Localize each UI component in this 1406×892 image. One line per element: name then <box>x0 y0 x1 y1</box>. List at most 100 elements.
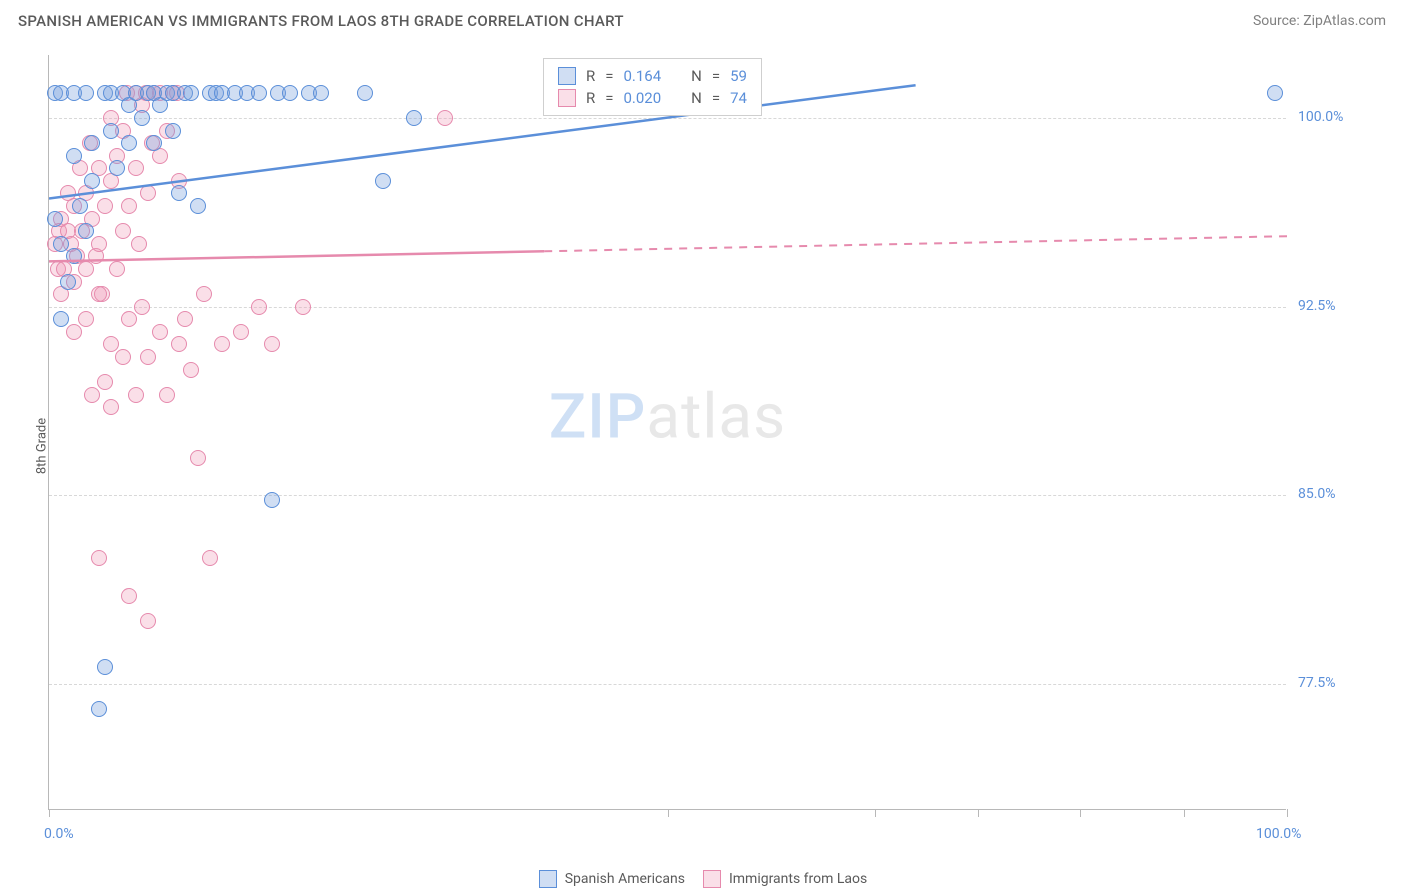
data-point <box>78 223 94 239</box>
data-point <box>84 135 100 151</box>
data-point <box>171 336 187 352</box>
data-point <box>214 336 230 352</box>
data-point <box>97 374 113 390</box>
chart-plot-area: ZIPatlas <box>48 55 1286 810</box>
data-point <box>375 173 391 189</box>
x-tick <box>668 809 669 817</box>
data-point <box>72 198 88 214</box>
data-point <box>109 160 125 176</box>
stats-legend: R= 0.164 N= 59 R= 0.020 N= 74 <box>543 58 762 116</box>
data-point <box>97 198 113 214</box>
data-point <box>128 387 144 403</box>
data-point <box>131 236 147 252</box>
legend-item-series-1: Spanish Americans <box>539 870 685 888</box>
data-point <box>78 85 94 101</box>
legend-swatch-pink <box>703 870 721 888</box>
data-point <box>66 324 82 340</box>
y-tick-label: 100.0% <box>1298 109 1343 125</box>
bottom-legend: Spanish Americans Immigrants from Laos <box>0 870 1406 888</box>
x-tick <box>1287 809 1288 817</box>
data-point <box>190 198 206 214</box>
data-point <box>159 387 175 403</box>
data-point <box>53 311 69 327</box>
data-point <box>171 185 187 201</box>
data-point <box>103 336 119 352</box>
data-point <box>264 336 280 352</box>
legend-label: Spanish Americans <box>565 871 685 887</box>
x-tick <box>49 809 50 817</box>
data-point <box>78 311 94 327</box>
data-point <box>47 211 63 227</box>
x-axis-max-label: 100.0% <box>1256 826 1301 842</box>
y-tick-label: 92.5% <box>1298 298 1336 314</box>
data-point <box>152 324 168 340</box>
data-point <box>202 550 218 566</box>
data-point <box>121 588 137 604</box>
legend-item-series-2: Immigrants from Laos <box>703 870 867 888</box>
data-point <box>251 299 267 315</box>
data-point <box>91 550 107 566</box>
data-point <box>115 223 131 239</box>
data-point <box>66 148 82 164</box>
gridline <box>49 307 1286 308</box>
data-point <box>134 299 150 315</box>
data-point <box>84 387 100 403</box>
x-tick <box>875 809 876 817</box>
data-point <box>91 701 107 717</box>
data-point <box>406 110 422 126</box>
legend-label: Immigrants from Laos <box>729 871 867 887</box>
chart-title: SPANISH AMERICAN VS IMMIGRANTS FROM LAOS… <box>18 12 624 30</box>
data-point <box>103 399 119 415</box>
data-point <box>91 286 107 302</box>
x-tick <box>1184 809 1185 817</box>
legend-swatch-pink <box>558 89 576 107</box>
data-point <box>115 349 131 365</box>
data-point <box>140 613 156 629</box>
data-point <box>128 160 144 176</box>
chart-source: Source: ZipAtlas.com <box>1253 13 1386 29</box>
stats-row-series-2: R= 0.020 N= 74 <box>558 87 747 109</box>
data-point <box>60 274 76 290</box>
data-point <box>233 324 249 340</box>
y-tick-label: 77.5% <box>1298 675 1336 691</box>
data-point <box>121 135 137 151</box>
data-point <box>121 198 137 214</box>
watermark: ZIPatlas <box>549 380 786 453</box>
data-point <box>196 286 212 302</box>
x-tick <box>978 809 979 817</box>
data-point <box>437 110 453 126</box>
data-point <box>121 311 137 327</box>
gridline <box>49 118 1286 119</box>
gridline <box>49 684 1286 685</box>
data-point <box>282 85 298 101</box>
data-point <box>1267 85 1283 101</box>
data-point <box>313 85 329 101</box>
data-point <box>140 185 156 201</box>
data-point <box>177 311 193 327</box>
trendline <box>49 251 544 261</box>
y-tick-label: 85.0% <box>1298 486 1336 502</box>
data-point <box>165 123 181 139</box>
data-point <box>91 236 107 252</box>
data-point <box>134 110 150 126</box>
data-point <box>251 85 267 101</box>
gridline <box>49 495 1286 496</box>
data-point <box>66 248 82 264</box>
legend-swatch-blue <box>539 870 557 888</box>
data-point <box>183 85 199 101</box>
data-point <box>84 173 100 189</box>
stats-row-series-1: R= 0.164 N= 59 <box>558 65 747 87</box>
data-point <box>190 450 206 466</box>
data-point <box>295 299 311 315</box>
data-point <box>53 236 69 252</box>
data-point <box>103 123 119 139</box>
data-point <box>140 349 156 365</box>
x-axis-min-label: 0.0% <box>44 826 74 842</box>
trendline-layer <box>49 55 1287 810</box>
legend-swatch-blue <box>558 67 576 85</box>
data-point <box>146 135 162 151</box>
data-point <box>183 362 199 378</box>
trendline-dashed <box>544 236 1287 251</box>
data-point <box>109 261 125 277</box>
data-point <box>97 659 113 675</box>
